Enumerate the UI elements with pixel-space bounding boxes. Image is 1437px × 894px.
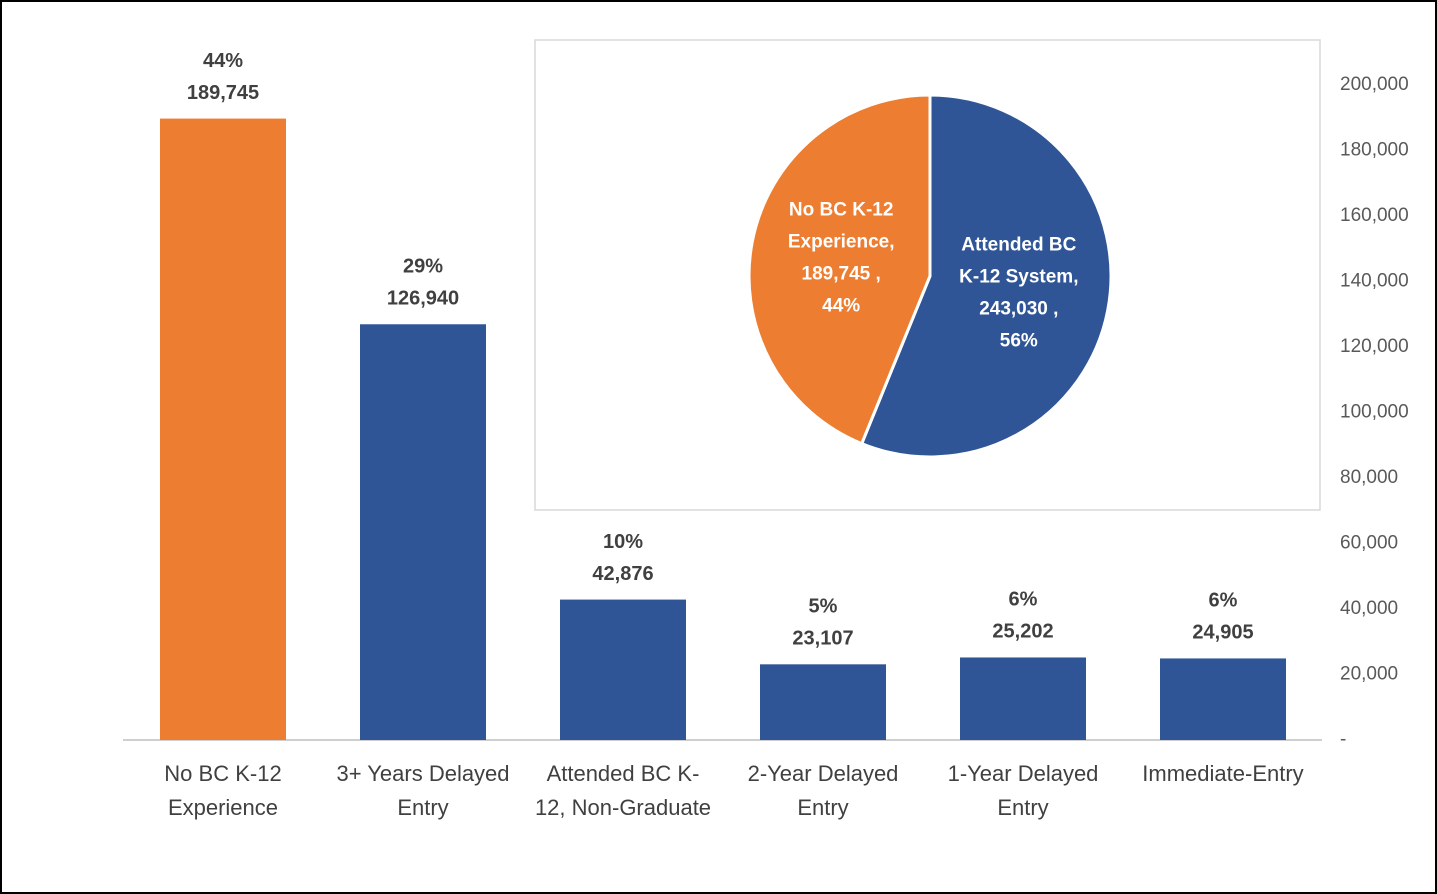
x-tick-label: Attended BC K-12, Non-Graduate (535, 761, 711, 820)
y-tick-label: - (1340, 729, 1346, 750)
percent-label: 6% (1209, 590, 1238, 612)
percent-label: 6% (1009, 589, 1038, 611)
x-tick-label: Immediate-Entry (1142, 761, 1303, 786)
y-tick-label: 160,000 (1340, 205, 1409, 226)
value-label: 25,202 (992, 621, 1053, 643)
y-tick-label: 20,000 (1340, 664, 1398, 685)
bar (960, 657, 1086, 740)
percent-label: 44% (203, 50, 243, 72)
value-label: 42,876 (592, 563, 653, 585)
x-tick-label: 3+ Years Delayed Entry (336, 761, 509, 820)
x-tick-label: No BC K-12 Experience (164, 761, 281, 820)
x-tick-label: 1-Year Delayed Entry (948, 761, 1099, 820)
bar (1160, 658, 1286, 740)
value-label: 23,107 (792, 628, 853, 650)
y-tick-label: 80,000 (1340, 467, 1398, 488)
x-tick-label: 2-Year Delayed Entry (748, 761, 899, 820)
value-label: 189,745 (187, 82, 259, 104)
pie-label: Attended BC K-12 System, 243,030 , 56% (959, 234, 1078, 351)
value-label: 126,940 (387, 288, 459, 310)
y-tick-label: 40,000 (1340, 598, 1398, 619)
pie-slice (859, 93, 1113, 459)
bar (360, 324, 486, 740)
bar (160, 118, 286, 740)
percent-label: 10% (603, 531, 643, 553)
percent-label: 29% (403, 256, 443, 278)
percent-label: 5% (809, 596, 838, 618)
y-tick-label: 100,000 (1340, 402, 1409, 423)
y-tick-label: 60,000 (1340, 533, 1398, 554)
y-tick-label: 120,000 (1340, 336, 1409, 357)
y-tick-label: 140,000 (1340, 271, 1409, 292)
pie-slice (747, 93, 932, 446)
pie-label: No BC K-12 Experience, 189,745 , 44% (788, 200, 895, 317)
bar (560, 599, 686, 740)
y-tick-label: 200,000 (1340, 74, 1409, 95)
y-tick-label: 180,000 (1340, 140, 1409, 161)
bar (760, 664, 886, 740)
value-label: 24,905 (1192, 622, 1253, 644)
